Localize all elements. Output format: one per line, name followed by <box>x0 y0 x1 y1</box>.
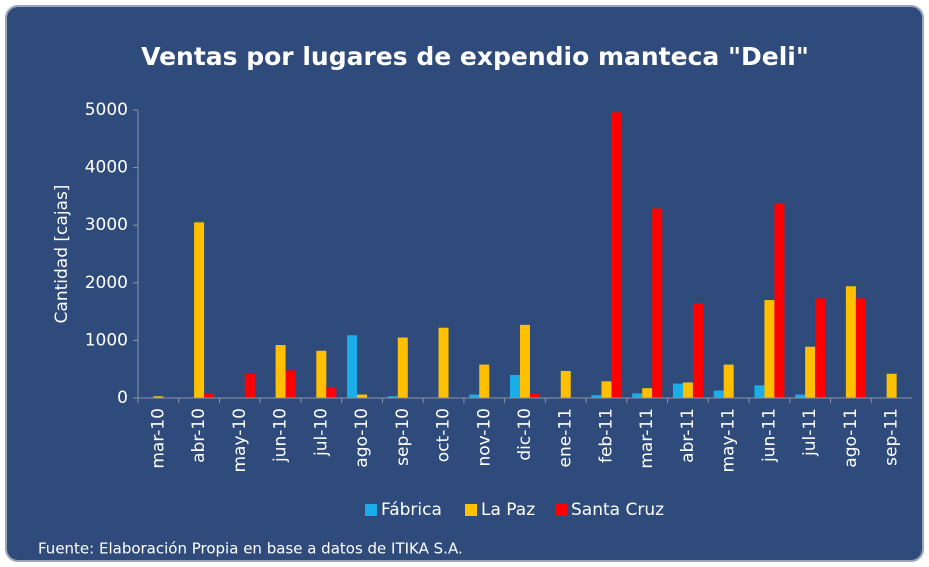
legend-swatch <box>465 504 477 516</box>
chart-frame <box>5 5 924 562</box>
bar <box>805 346 816 398</box>
bar <box>194 222 205 398</box>
bar <box>397 337 408 398</box>
x-tick-label: mar-10 <box>148 408 168 469</box>
legend-label: Santa Cruz <box>571 500 664 520</box>
bar <box>244 373 255 398</box>
x-tick-label: nov-10 <box>474 408 494 467</box>
x-tick-label: may-10 <box>230 408 250 473</box>
x-tick-label: feb-11 <box>596 408 616 463</box>
bar <box>815 298 826 398</box>
bar <box>387 396 398 398</box>
bar <box>642 388 653 398</box>
x-tick-label: may-11 <box>719 408 739 473</box>
bar <box>845 286 856 398</box>
x-tick-label: oct-10 <box>434 408 454 462</box>
x-tick-label: abr-10 <box>189 408 209 463</box>
bar <box>713 390 724 398</box>
legend-label: Fábrica <box>381 500 442 520</box>
legend-swatch <box>365 504 377 516</box>
source-note: Fuente: Elaboración Propia en base a dat… <box>38 540 463 558</box>
bar <box>530 393 540 398</box>
x-tick-label: mar-11 <box>637 408 657 469</box>
x-tick-label: jul-11 <box>800 408 820 457</box>
legend-label: La Paz <box>481 500 535 520</box>
y-tick-label: 5000 <box>85 100 128 120</box>
bar <box>438 327 449 398</box>
bar <box>153 396 164 398</box>
x-tick-label: ago-11 <box>841 408 861 468</box>
x-tick-label: sep-10 <box>393 408 413 466</box>
x-tick-label: jun-11 <box>759 408 779 463</box>
bar <box>285 370 296 398</box>
bar <box>764 300 775 398</box>
y-tick-label: 4000 <box>85 158 128 178</box>
bar <box>855 298 866 398</box>
bar <box>795 394 806 398</box>
bar <box>672 383 683 398</box>
bar <box>275 345 286 398</box>
y-axis-label: Cantidad [cajas] <box>52 185 72 324</box>
bar <box>326 387 337 398</box>
y-tick-label: 0 <box>117 388 128 408</box>
bar <box>357 394 368 398</box>
x-tick-label: abr-11 <box>678 408 698 463</box>
bar <box>682 382 693 398</box>
bar <box>886 373 897 398</box>
bar <box>632 393 643 398</box>
bar <box>469 394 480 398</box>
bar <box>479 364 490 398</box>
x-tick-label: ene-11 <box>556 408 576 467</box>
bar <box>520 324 530 398</box>
bar <box>774 203 785 398</box>
bar <box>510 374 520 398</box>
chart-title: Ventas por lugares de expendio manteca "… <box>141 42 809 71</box>
bar <box>611 112 622 398</box>
y-tick-label: 1000 <box>85 330 128 350</box>
x-tick-label: jul-10 <box>311 408 331 457</box>
bar <box>754 385 765 398</box>
y-tick-label: 3000 <box>85 215 128 235</box>
legend-swatch <box>555 504 567 516</box>
bar <box>591 395 602 398</box>
bar <box>723 364 734 398</box>
y-tick-label: 2000 <box>85 273 128 293</box>
x-tick-label: jun-10 <box>271 408 291 463</box>
x-tick-label: ago-10 <box>352 408 372 468</box>
bar <box>560 370 571 398</box>
bar <box>204 393 215 398</box>
bar <box>347 335 358 398</box>
x-tick-label: sep-11 <box>882 408 902 466</box>
bar <box>692 302 703 398</box>
bar <box>601 381 612 398</box>
bar <box>316 350 327 398</box>
bar <box>652 208 663 398</box>
x-tick-label: dic-10 <box>515 408 535 461</box>
